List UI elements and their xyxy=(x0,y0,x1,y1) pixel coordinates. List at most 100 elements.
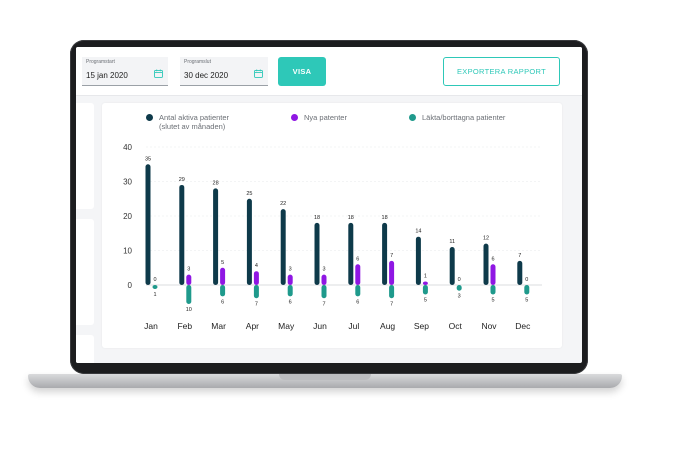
calendar-icon[interactable] xyxy=(254,69,263,78)
data-label-new: 4 xyxy=(255,263,258,269)
data-label-cured: 6 xyxy=(221,299,224,305)
bar-cured xyxy=(490,285,496,295)
data-label-active: 22 xyxy=(280,201,286,207)
filter-bar: Programstart 15 jan 2020 Programslut 30 … xyxy=(76,47,582,96)
data-label-new: 0 xyxy=(458,277,461,283)
x-tick-label: Dec xyxy=(515,321,531,331)
x-tick-label: Jul xyxy=(348,321,359,331)
legend-cured-label: Läkta/borttagna patienter xyxy=(422,113,506,122)
data-label-new: 3 xyxy=(289,267,292,273)
side-card xyxy=(76,103,94,209)
data-label-active: 35 xyxy=(145,156,151,162)
bar-new xyxy=(355,264,361,285)
data-label-cured: 7 xyxy=(255,301,258,307)
bar-active xyxy=(280,209,286,285)
bar-new xyxy=(490,264,496,285)
data-label-cured: 5 xyxy=(424,297,427,303)
bar-active xyxy=(382,222,388,285)
legend-cured: Läkta/borttagna patienter xyxy=(409,113,505,122)
chart-card: Antal aktiva patienter (slutet av månade… xyxy=(102,103,562,348)
data-label-new: 3 xyxy=(187,267,190,273)
data-label-new: 3 xyxy=(322,267,325,273)
bar-active xyxy=(348,222,354,285)
y-tick-label: 0 xyxy=(128,281,133,290)
legend-active-label: Antal aktiva patienter (slutet av månade… xyxy=(159,113,230,131)
legend-cured-dot xyxy=(409,114,416,121)
bar-cured xyxy=(220,285,226,297)
laptop-notch xyxy=(279,374,371,380)
bar-cured xyxy=(389,285,395,299)
y-tick-label: 10 xyxy=(123,247,132,256)
bar-active xyxy=(415,236,421,285)
bar-new xyxy=(186,274,192,285)
x-tick-label: Nov xyxy=(481,321,497,331)
y-tick-label: 30 xyxy=(123,178,132,187)
program-end-field[interactable]: Programslut 30 dec 2020 xyxy=(180,57,268,86)
program-end-label: Programslut xyxy=(184,59,211,65)
bar-cured xyxy=(287,285,293,297)
x-tick-label: Apr xyxy=(246,321,259,331)
data-label-new: 7 xyxy=(390,253,393,259)
bar-cured xyxy=(524,285,530,295)
data-label-cured: 3 xyxy=(458,294,461,300)
data-label-new: 6 xyxy=(491,256,494,262)
legend-active-dot xyxy=(146,114,153,121)
data-label-active: 18 xyxy=(382,215,388,221)
export-report-button[interactable]: EXPORTERA RAPPORT xyxy=(443,57,560,86)
bar-cured xyxy=(355,285,361,297)
data-label-cured: 7 xyxy=(390,301,393,307)
data-label-active: 7 xyxy=(518,253,521,259)
data-label-active: 29 xyxy=(179,177,185,183)
x-tick-label: Sep xyxy=(414,321,429,331)
program-start-label: Programstart xyxy=(86,59,115,65)
data-label-cured: 6 xyxy=(289,299,292,305)
data-label-cured: 7 xyxy=(322,301,325,307)
bar-cured xyxy=(152,285,158,289)
bar-cured xyxy=(186,285,192,304)
data-label-cured: 5 xyxy=(525,297,528,303)
data-label-new: 0 xyxy=(153,277,156,283)
data-label-cured: 10 xyxy=(186,307,192,313)
bar-active xyxy=(179,184,185,285)
show-button[interactable]: VISA xyxy=(278,57,326,86)
data-label-active: 14 xyxy=(415,229,421,235)
bar-new xyxy=(321,274,327,285)
bar-active xyxy=(246,198,252,285)
x-tick-label: Aug xyxy=(380,321,395,331)
x-tick-label: Jan xyxy=(144,321,158,331)
data-label-active: 25 xyxy=(246,191,252,197)
bar-cured xyxy=(422,285,428,295)
program-start-value: 15 jan 2020 xyxy=(86,71,128,80)
side-card xyxy=(76,219,94,325)
program-start-field[interactable]: Programstart 15 jan 2020 xyxy=(82,57,168,86)
bar-new xyxy=(389,260,395,285)
x-tick-label: Oct xyxy=(449,321,463,331)
data-label-cured: 5 xyxy=(491,297,494,303)
legend-new-label: Nya patenter xyxy=(304,113,347,122)
data-label-new: 0 xyxy=(525,277,528,283)
app-screen: Programstart 15 jan 2020 Programslut 30 … xyxy=(76,47,582,363)
y-tick-label: 20 xyxy=(123,212,132,221)
laptop-base xyxy=(28,374,622,388)
bar-active xyxy=(517,260,523,285)
bar-active xyxy=(483,243,489,285)
bar-active xyxy=(314,222,320,285)
data-label-active: 11 xyxy=(449,239,455,245)
data-label-active: 12 xyxy=(483,236,489,242)
bar-new xyxy=(422,281,428,285)
x-tick-label: Jun xyxy=(313,321,327,331)
bar-cured xyxy=(253,285,259,299)
patient-bar-chart: 0102030403501Jan29310Feb2856Mar2547Apr22… xyxy=(123,143,542,331)
x-tick-label: May xyxy=(278,321,295,331)
data-label-new: 5 xyxy=(221,260,224,266)
bar-cured xyxy=(456,285,462,291)
x-tick-label: Feb xyxy=(177,321,192,331)
data-label-cured: 1 xyxy=(153,292,156,298)
data-label-cured: 6 xyxy=(356,299,359,305)
bar-new xyxy=(253,271,259,285)
side-card xyxy=(76,335,94,363)
data-label-active: 28 xyxy=(213,180,219,186)
legend-new-dot xyxy=(291,114,298,121)
bar-new xyxy=(287,274,293,285)
calendar-icon[interactable] xyxy=(154,69,163,78)
